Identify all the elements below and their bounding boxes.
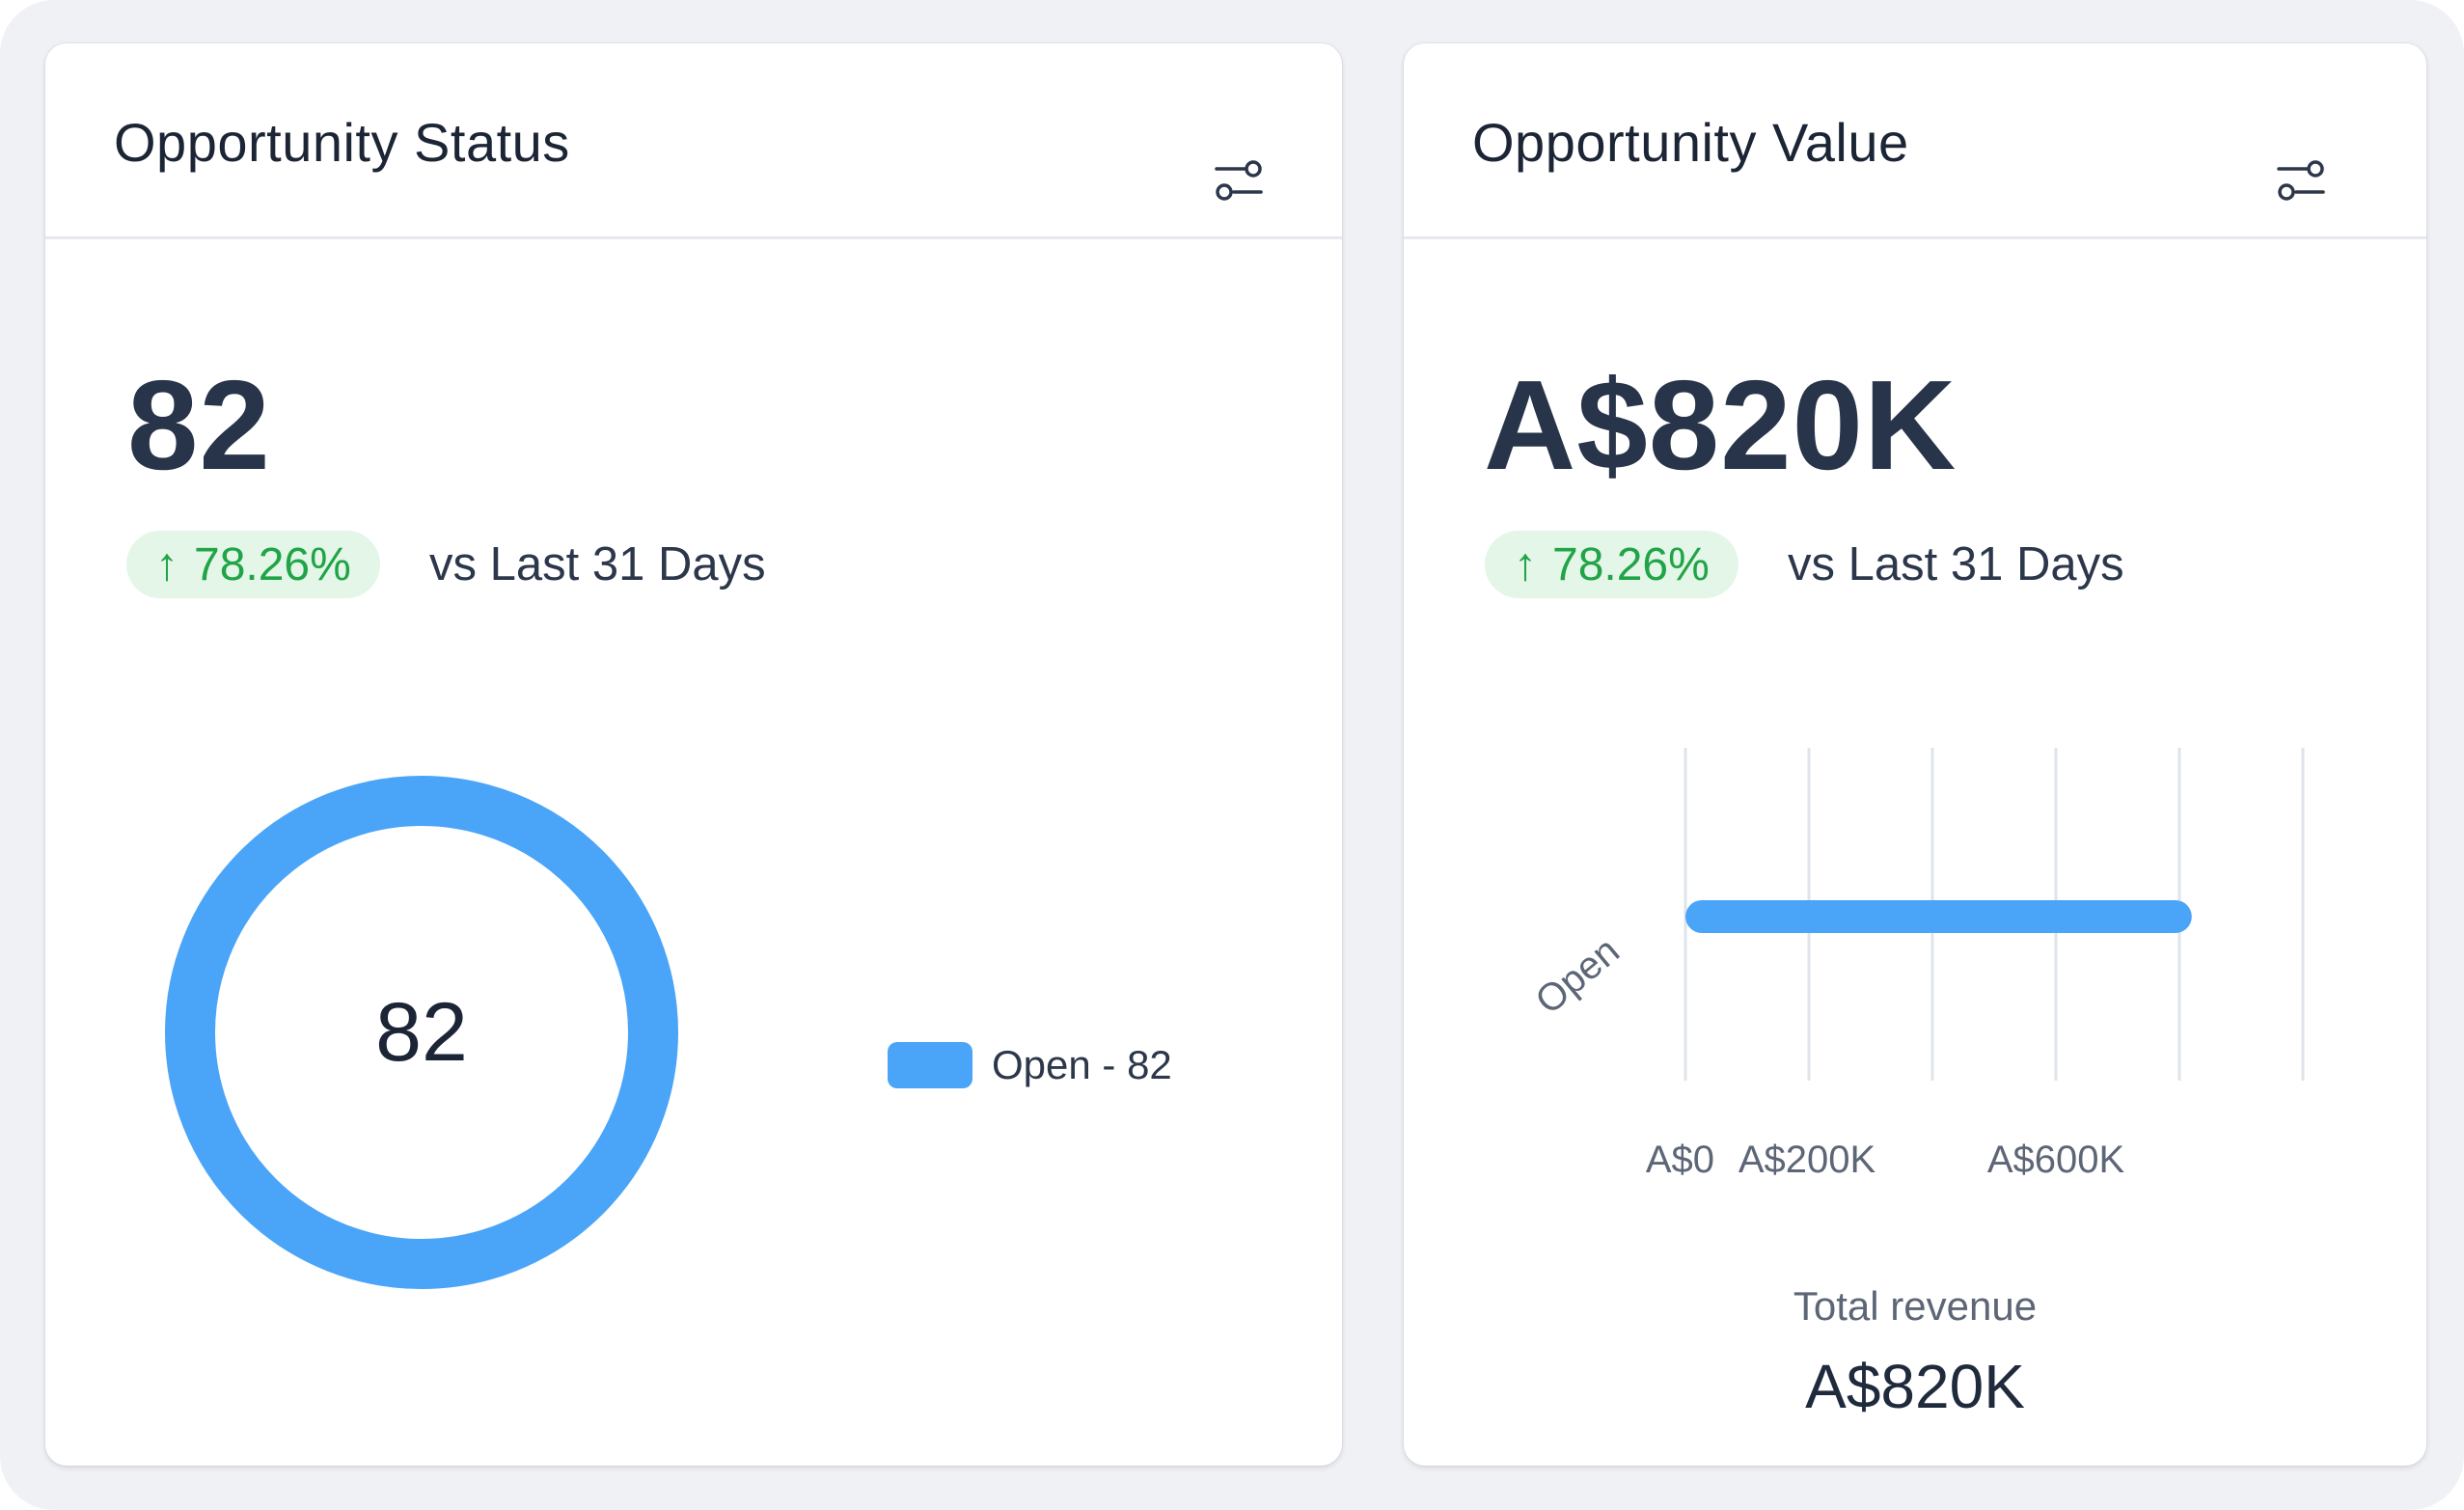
- x-tick-label-2: A$600K: [1987, 1139, 2125, 1181]
- comparison-period: vs Last 31 Days: [429, 538, 766, 590]
- arrow-up-icon: ↑: [155, 538, 178, 590]
- arrow-up-icon: ↑: [1514, 538, 1537, 590]
- trend-badge: ↑ 78.26%: [1485, 531, 1738, 598]
- card-title: Opportunity Value: [1472, 112, 1909, 173]
- trend-value: 78.26%: [1552, 538, 1710, 590]
- bar-open[interactable]: [1685, 900, 2192, 933]
- filter-sliders-button[interactable]: [2275, 154, 2327, 206]
- trend-badge: ↑ 78.26%: [126, 531, 380, 598]
- sliders-icon: [2277, 160, 2325, 201]
- category-label-open: Open: [1528, 929, 1628, 1023]
- card-header: Opportunity Value: [1404, 43, 2426, 239]
- opportunity-status-card: Opportunity Status 82 ↑ 78.26% vs Last 3…: [45, 43, 1342, 1466]
- donut-chart: [165, 776, 678, 1289]
- metric-value: 82: [127, 354, 271, 496]
- comparison-period: vs Last 31 Days: [1788, 538, 2124, 590]
- filter-sliders-button[interactable]: [1213, 154, 1265, 206]
- legend-item-open[interactable]: Open - 82: [888, 1042, 1172, 1088]
- donut-center-label: 82: [375, 985, 468, 1079]
- trend-value: 78.26%: [194, 538, 351, 590]
- total-revenue-value: A$820K: [1805, 1352, 2025, 1421]
- legend-swatch: [888, 1042, 972, 1088]
- opportunity-value-card: Opportunity Value A$820K ↑ 78.26% vs Las…: [1404, 43, 2426, 1466]
- x-tick-label-0: A$0: [1646, 1139, 1714, 1181]
- x-tick-label-1: A$200K: [1738, 1139, 1876, 1181]
- donut-segment-open[interactable]: [165, 776, 678, 1289]
- sliders-icon: [1215, 160, 1263, 201]
- card-header: Opportunity Status: [45, 43, 1342, 239]
- total-revenue-label: Total revenue: [1793, 1283, 2038, 1329]
- horizontal-bar-chart: Open A$0 A$200K A$600K: [1528, 748, 2305, 1181]
- metric-value: A$820K: [1484, 354, 1958, 496]
- card-title: Opportunity Status: [114, 112, 570, 173]
- legend-label: Open - 82: [992, 1042, 1172, 1087]
